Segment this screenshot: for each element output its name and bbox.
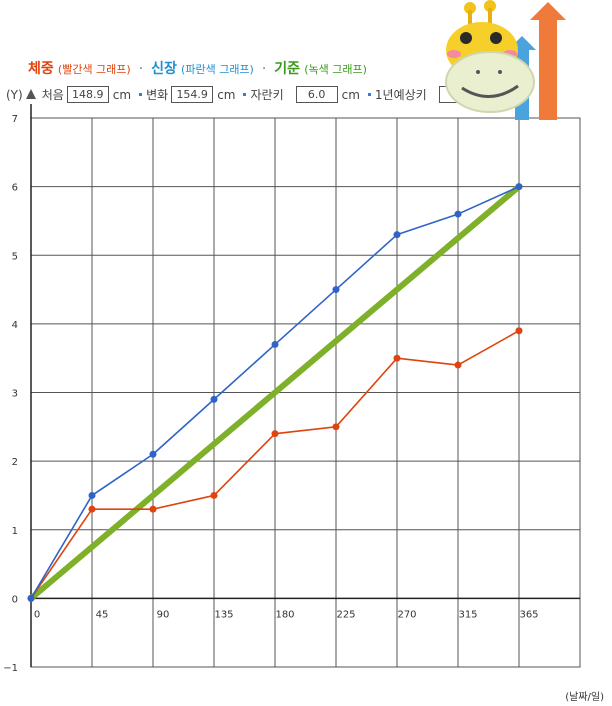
x-tick-label: 0	[34, 609, 40, 620]
x-axis-label: (날짜/일)	[565, 691, 604, 703]
data-point-체중	[88, 505, 96, 513]
data-point-신장	[393, 231, 401, 239]
unit-text: cm	[112, 87, 132, 102]
data-point-체중	[393, 354, 401, 362]
y-tick-label: 4	[12, 320, 18, 331]
data-point-체중	[332, 423, 340, 431]
forecast-label: 1년예상키	[374, 88, 427, 102]
change-label: 변화	[146, 88, 169, 102]
bullet-icon	[243, 93, 247, 96]
change-value: 154.9	[171, 86, 214, 103]
data-point-체중	[515, 327, 523, 335]
growth-label: 자란키	[250, 88, 284, 102]
data-point-체중	[271, 430, 279, 438]
unit-text: cm	[217, 87, 236, 102]
x-tick-label: 365	[519, 609, 538, 620]
y-tick-label: 6	[12, 183, 18, 194]
legend-separator: ·	[138, 62, 143, 77]
bullet-icon	[139, 93, 143, 96]
y-axis-label: (Y)	[6, 87, 23, 102]
data-point-체중	[149, 505, 157, 513]
data-point-신장	[27, 594, 35, 602]
data-point-신장	[515, 183, 523, 191]
y-tick-label: 0	[12, 594, 18, 605]
giraffe-mascot-icon	[445, 0, 566, 120]
y-tick-label: 5	[12, 251, 18, 262]
legend-baseline-label: 기준	[274, 61, 301, 77]
y-tick-label: 7	[12, 114, 18, 125]
data-point-신장	[271, 340, 279, 348]
y-tick-label: 3	[12, 389, 18, 400]
bullet-icon	[367, 93, 371, 96]
legend-baseline-sub: (녹색 그래프)	[304, 63, 367, 76]
initial-value: 148.9	[66, 86, 109, 103]
legend-separator: ·	[262, 62, 267, 77]
x-tick-label: 315	[458, 609, 477, 620]
x-tick-label: 225	[336, 609, 355, 620]
x-tick-label: 270	[397, 609, 416, 620]
legend-weight-label: 체중	[28, 61, 54, 77]
y-axis-arrow-icon	[25, 88, 36, 99]
x-tick-label: 90	[157, 609, 170, 620]
y-tick-label: 1	[12, 526, 18, 537]
legend-weight-sub: (빨간색 그래프)	[57, 63, 131, 76]
legend-height-sub: (파란색 그래프)	[181, 63, 254, 76]
y-tick-label: 2	[12, 457, 18, 468]
legend-height-label: 신장	[151, 61, 177, 77]
x-tick-label: 180	[275, 609, 294, 620]
unit-text: cm	[341, 87, 360, 102]
data-point-체중	[454, 361, 462, 369]
data-point-신장	[210, 395, 218, 403]
y-tick-label: −1	[3, 663, 18, 674]
data-point-신장	[454, 210, 462, 218]
growth-value: 6.0	[295, 86, 338, 103]
series-line-기준	[28, 183, 522, 602]
data-point-신장	[149, 450, 157, 458]
data-point-신장	[332, 286, 340, 294]
data-point-신장	[88, 491, 96, 499]
legend: 체중 (빨간색 그래프) · 신장 (파란색 그래프) · 기준 (녹색 그래프…	[28, 58, 367, 78]
initial-label: 처음	[41, 88, 64, 102]
x-tick-label: 135	[214, 609, 233, 620]
data-point-체중	[210, 491, 218, 499]
x-tick-label: 45	[96, 609, 109, 620]
